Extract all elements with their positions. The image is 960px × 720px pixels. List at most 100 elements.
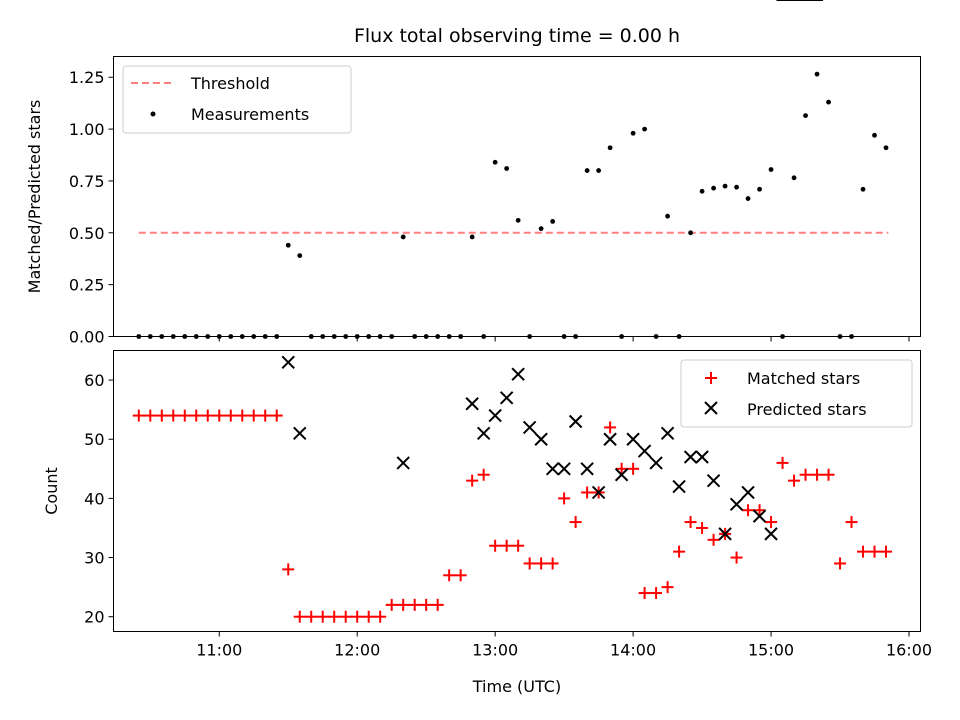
matched-point (615, 462, 628, 475)
matched-point (477, 468, 490, 481)
x-tick-label: 14:00 (610, 641, 656, 660)
measurement-point (883, 145, 889, 151)
predicted-point (545, 462, 560, 476)
measurement-point (630, 130, 636, 136)
matched-point (868, 545, 881, 558)
series-plus (132, 409, 893, 623)
matched-point (569, 516, 582, 529)
y-tick-label: 0.25 (69, 276, 105, 295)
top-panel: 0.00 0.25 0.50 0.75 1.00 1.25 Matched/Predict… (25, 56, 921, 347)
predicted-point (626, 432, 640, 446)
predicted-point (580, 462, 594, 476)
bottom-panel-x-ticks: 11:00 12:00 13:00 14:00 15:00 16:00 (196, 631, 932, 660)
matched-point (293, 610, 306, 623)
predicted-point (465, 397, 479, 411)
matched-point (788, 474, 801, 487)
predicted-point (476, 426, 491, 441)
matched-point (362, 610, 375, 623)
matched-point (385, 598, 398, 611)
matched-point (270, 409, 283, 422)
matched-point (650, 587, 663, 600)
matched-point (845, 516, 858, 529)
matched-point (834, 557, 847, 570)
matched-point (397, 598, 410, 611)
measurement-point (469, 234, 475, 240)
bottom-panel: 20 30 40 50 60 11:00 12:00 13:00 14:00 15:00 16:0… (42, 0, 932, 696)
measurement-point (538, 226, 544, 232)
matched-point (213, 409, 226, 422)
matched-point (431, 598, 444, 611)
matched-point (857, 545, 870, 558)
matched-point (282, 563, 295, 576)
predicted-point (718, 527, 732, 541)
measurement-point (860, 186, 866, 192)
predicted-point (729, 497, 744, 512)
legend-predicted-swatch (704, 401, 718, 415)
matched-point (236, 409, 249, 422)
measurement-point (550, 218, 556, 224)
matched-point (201, 409, 214, 422)
matched-point (822, 468, 835, 481)
predicted-point (293, 426, 307, 441)
matched-point (305, 610, 318, 623)
matched-point (627, 462, 640, 475)
matched-point (765, 516, 778, 529)
top-panel-y-ticks: 0.00 0.25 0.50 0.75 1.00 1.25 (69, 68, 114, 347)
top-legend-frame (122, 65, 352, 134)
bottom-panel-marks (132, 0, 893, 623)
y-tick-label: 0.00 (69, 328, 105, 347)
measurement-point (504, 166, 510, 171)
matched-point (661, 581, 674, 594)
matched-point (259, 409, 272, 422)
predicted-point (534, 432, 548, 446)
legend-measurements-swatch (150, 111, 156, 117)
x-tick-label: 11:00 (196, 641, 242, 660)
measurement-point (745, 196, 751, 201)
matched-point (500, 539, 513, 552)
x-tick-label: 15:00 (748, 641, 794, 660)
matched-point (351, 610, 364, 623)
matched-point (742, 504, 755, 517)
matched-point (535, 557, 548, 570)
predicted-point (741, 485, 755, 500)
measurement-point (607, 145, 613, 151)
measurement-point (515, 217, 521, 223)
predicted-point (672, 479, 686, 494)
measurement-point (400, 234, 406, 240)
bottom-panel-y-ticks: 20 30 40 50 60 (84, 371, 114, 627)
y-tick-label: 0.50 (69, 224, 105, 243)
matched-point (408, 598, 421, 611)
matched-point (776, 456, 789, 469)
matched-point (673, 545, 686, 558)
predicted-point (499, 391, 514, 405)
matched-point (132, 409, 145, 422)
matched-point (454, 569, 467, 582)
predicted-point (649, 456, 663, 470)
predicted-point (695, 450, 709, 464)
predicted-point (683, 450, 698, 464)
matched-point (546, 557, 559, 570)
matched-point (190, 409, 203, 422)
matched-point (489, 539, 502, 552)
matched-point (328, 610, 341, 623)
top-panel-legend: Threshold Measurements (122, 65, 352, 134)
x-tick-label: 16:00 (886, 641, 932, 660)
x-axis-label: Time (UTC) (472, 677, 561, 696)
matched-point (707, 533, 720, 546)
measurement-point (803, 113, 808, 119)
matched-point (247, 409, 260, 422)
measurement-point (872, 132, 877, 138)
measurement-point (596, 168, 602, 173)
measurement-point (757, 186, 762, 192)
matched-point (581, 486, 594, 499)
legend-matched-swatch (705, 372, 717, 384)
bottom-panel-legend: Matched stars Predicted stars (680, 359, 913, 428)
matched-point (604, 421, 617, 434)
matched-point (420, 598, 433, 611)
x-tick-label: 12:00 (334, 641, 380, 660)
predicted-point (511, 367, 525, 381)
predicted-point (637, 444, 652, 458)
measurement-point (699, 188, 705, 194)
y-tick-label: 1.25 (69, 68, 105, 87)
matched-point (167, 409, 180, 422)
